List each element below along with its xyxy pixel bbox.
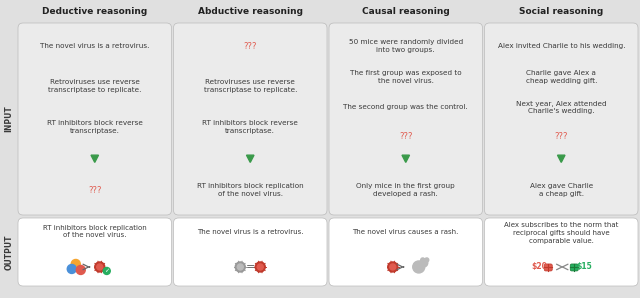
Circle shape [425,258,429,262]
Text: Alex gave Charlie
a cheap gift.: Alex gave Charlie a cheap gift. [530,183,593,197]
Circle shape [255,262,265,272]
Text: Social reasoning: Social reasoning [519,7,604,16]
Polygon shape [91,155,99,162]
Circle shape [420,258,425,262]
FancyBboxPatch shape [18,218,172,286]
FancyBboxPatch shape [484,23,638,215]
Text: The novel virus is a retrovirus.: The novel virus is a retrovirus. [197,229,303,235]
FancyBboxPatch shape [173,23,327,215]
Circle shape [97,264,103,270]
FancyBboxPatch shape [329,23,483,215]
Text: Alex subscribes to the norm that
reciprocal gifts should have
comparable value.: Alex subscribes to the norm that recipro… [504,222,618,244]
Text: 50 mice were randomly divided
into two groups.: 50 mice were randomly divided into two g… [349,39,463,53]
Text: The second group was the control.: The second group was the control. [344,105,468,111]
Polygon shape [557,155,565,162]
FancyBboxPatch shape [18,23,172,215]
Text: OUTPUT: OUTPUT [4,234,13,270]
Circle shape [420,259,428,267]
Polygon shape [246,155,254,162]
Circle shape [103,268,110,274]
Circle shape [390,264,396,270]
FancyBboxPatch shape [484,218,638,286]
Text: The novel virus causes a rash.: The novel virus causes a rash. [353,229,459,235]
Circle shape [388,262,397,272]
Text: ???: ??? [243,41,257,51]
Text: Retroviruses use reverse
transcriptase to replicate.: Retroviruses use reverse transcriptase t… [48,80,141,93]
Text: ???: ??? [554,132,568,141]
Polygon shape [402,155,410,162]
Text: Abductive reasoning: Abductive reasoning [198,7,303,16]
Text: Causal reasoning: Causal reasoning [362,7,450,16]
Circle shape [71,260,80,268]
Circle shape [257,264,263,270]
FancyBboxPatch shape [544,264,552,271]
FancyBboxPatch shape [570,264,579,271]
Text: $20: $20 [531,263,547,271]
Text: ???: ??? [399,132,413,141]
Circle shape [413,261,425,273]
Circle shape [67,264,76,274]
Text: RT inhibitors block reverse
transcriptase.: RT inhibitors block reverse transcriptas… [202,120,298,134]
Text: The first group was exposed to
the novel virus.: The first group was exposed to the novel… [350,70,461,84]
Text: Next year, Alex attended
Charlie's wedding.: Next year, Alex attended Charlie's weddi… [516,101,607,114]
FancyBboxPatch shape [173,218,327,286]
Text: Deductive reasoning: Deductive reasoning [42,7,147,16]
FancyBboxPatch shape [329,218,483,286]
Text: Charlie gave Alex a
cheap wedding gift.: Charlie gave Alex a cheap wedding gift. [525,70,597,84]
Circle shape [237,264,243,270]
Text: RT inhibitors block reverse
transcriptase.: RT inhibitors block reverse transcriptas… [47,120,143,134]
Text: Only mice in the first group
developed a rash.: Only mice in the first group developed a… [356,183,455,197]
Circle shape [76,266,85,274]
Text: RT inhibitors block replication
of the novel virus.: RT inhibitors block replication of the n… [197,183,303,197]
Text: INPUT: INPUT [4,105,13,132]
Text: Alex invited Charlie to his wedding.: Alex invited Charlie to his wedding. [497,43,625,49]
Text: ✓: ✓ [104,268,109,274]
Text: Retroviruses use reverse
transcriptase to replicate.: Retroviruses use reverse transcriptase t… [204,80,297,93]
Text: =: = [246,262,255,272]
Text: RT inhibitors block replication
of the novel virus.: RT inhibitors block replication of the n… [43,225,147,238]
Circle shape [95,262,105,272]
Text: $15: $15 [577,263,592,271]
Circle shape [236,262,245,272]
Text: The novel virus is a retrovirus.: The novel virus is a retrovirus. [40,43,149,49]
Text: ???: ??? [88,186,102,195]
